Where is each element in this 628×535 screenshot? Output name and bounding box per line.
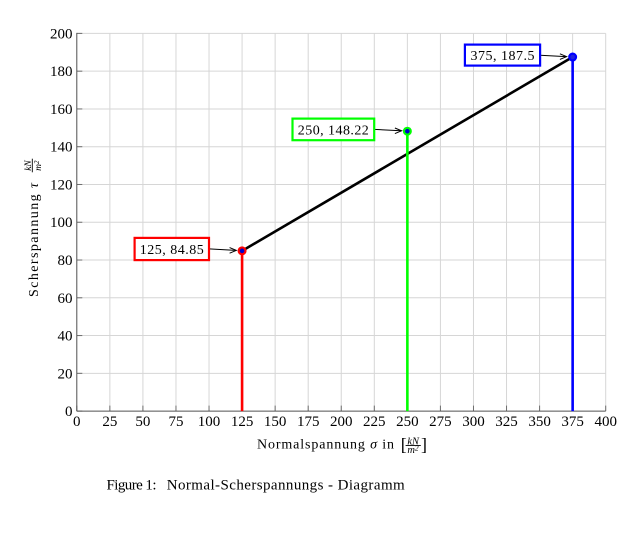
svg-text:225: 225 (363, 414, 386, 430)
svg-text:200: 200 (330, 414, 353, 430)
svg-text:180: 180 (50, 64, 73, 80)
svg-text:60: 60 (58, 291, 73, 307)
svg-text:400: 400 (594, 414, 617, 430)
svg-text:325: 325 (495, 414, 518, 430)
svg-text:250, 148.22: 250, 148.22 (298, 123, 369, 138)
svg-text:100: 100 (198, 414, 221, 430)
svg-text:375, 187.5: 375, 187.5 (471, 49, 535, 64)
svg-text:160: 160 (50, 102, 73, 118)
svg-text:250: 250 (396, 414, 419, 430)
svg-text:Scherspannung τ: Scherspannung τ (27, 182, 42, 297)
svg-text:175: 175 (297, 414, 320, 430)
svg-text:Normalspannung σ in: Normalspannung σ in (257, 437, 394, 452)
svg-text:m2: m2 (33, 160, 44, 171)
svg-text:m2: m2 (407, 444, 419, 456)
svg-text:350: 350 (528, 414, 551, 430)
svg-text:20: 20 (58, 366, 73, 382)
svg-text:100: 100 (50, 215, 73, 231)
svg-text:300: 300 (462, 414, 485, 430)
svg-text:kN: kN (24, 160, 34, 171)
svg-text:125, 84.85: 125, 84.85 (140, 243, 204, 258)
svg-text:kN: kN (407, 436, 420, 447)
svg-text:275: 275 (429, 414, 452, 430)
svg-text:Figure 1:: Figure 1: (107, 477, 157, 493)
svg-text:200: 200 (50, 26, 73, 42)
svg-text:375: 375 (561, 414, 584, 430)
svg-text:Normal-Scherspannungs - Diagra: Normal-Scherspannungs - Diagramm (167, 477, 405, 493)
svg-text:120: 120 (50, 178, 73, 194)
svg-text:80: 80 (58, 253, 73, 269)
svg-text:25: 25 (102, 414, 117, 430)
svg-text:140: 140 (50, 140, 73, 156)
svg-text:[: [ (401, 434, 407, 454)
svg-text:0: 0 (73, 414, 81, 430)
svg-text:0: 0 (65, 404, 73, 420)
svg-text:50: 50 (135, 414, 150, 430)
svg-text:75: 75 (168, 414, 183, 430)
svg-text:150: 150 (264, 414, 287, 430)
svg-text:40: 40 (58, 329, 73, 345)
svg-text:]: ] (421, 434, 427, 454)
svg-text:125: 125 (231, 414, 254, 430)
